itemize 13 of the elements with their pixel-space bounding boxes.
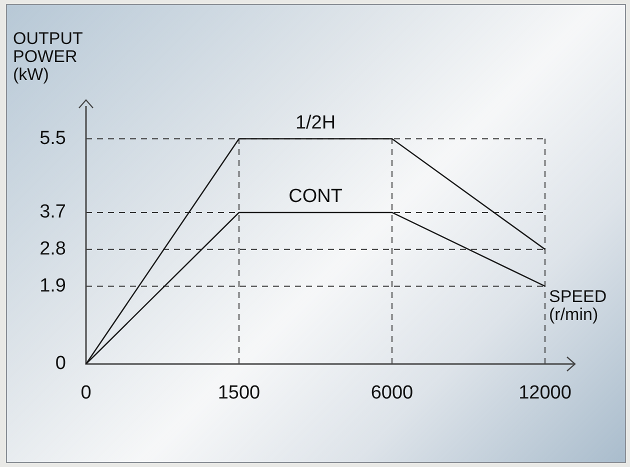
y-tick-label: 2.8 bbox=[40, 238, 66, 260]
series-label: 1/2H bbox=[295, 112, 336, 134]
x-tick-label: 6000 bbox=[370, 382, 414, 404]
y-tick-label: 5.5 bbox=[40, 128, 66, 149]
series-label: CONT bbox=[288, 186, 343, 208]
x-tick-label: 1500 bbox=[218, 382, 260, 404]
y-tick-label: 3.7 bbox=[40, 202, 66, 223]
x-axis-title: SPEED (r/min) bbox=[549, 287, 607, 324]
y-tick-label: 0 bbox=[55, 353, 66, 374]
x-tick-label: 12000 bbox=[518, 382, 572, 404]
y-tick-label: 1.9 bbox=[40, 275, 66, 296]
y-axis-title: OUTPUT POWER (kW) bbox=[13, 29, 83, 84]
x-tick-label: 0 bbox=[80, 382, 92, 404]
